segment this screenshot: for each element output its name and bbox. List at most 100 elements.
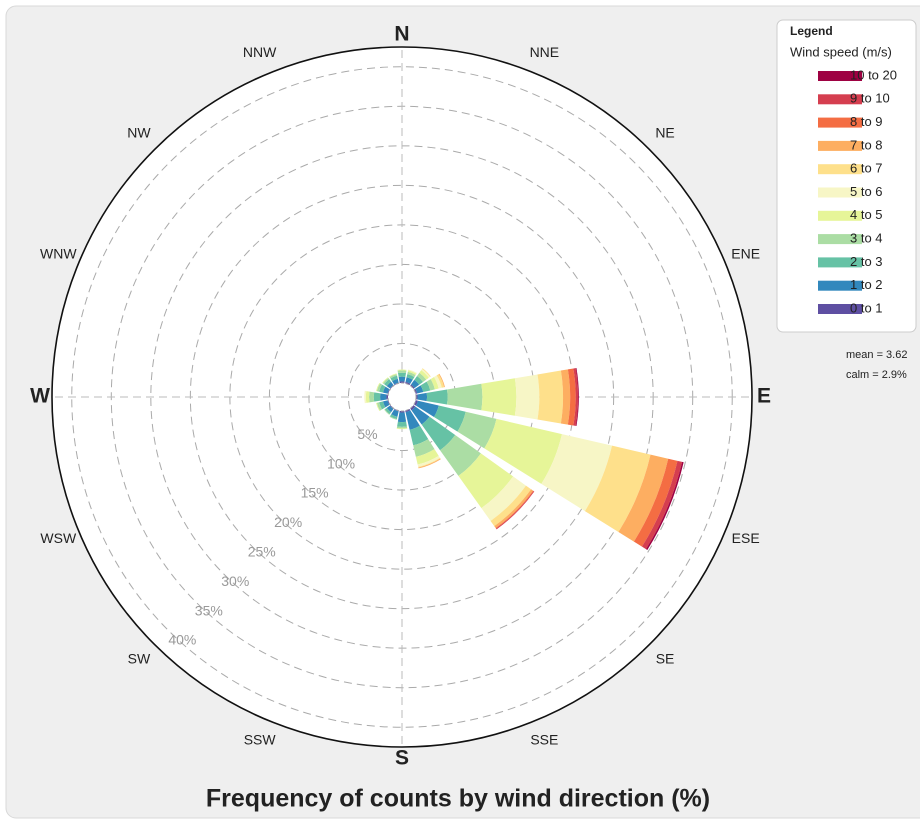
bar-segment xyxy=(369,391,375,403)
bar-segment xyxy=(365,391,370,403)
bar-segment xyxy=(417,392,428,402)
bar-segment xyxy=(376,382,381,392)
r-tick-label: 20% xyxy=(274,514,302,530)
bar-segment xyxy=(494,489,534,529)
bar-segment xyxy=(417,455,440,467)
bar-segment xyxy=(386,405,394,413)
legend-box xyxy=(776,19,917,333)
bar-segment xyxy=(573,368,579,426)
bar-segment xyxy=(392,378,399,385)
bar-segment xyxy=(426,379,435,391)
direction-label: SSW xyxy=(244,731,277,747)
bar-segment xyxy=(537,370,564,424)
r-tick-label: 40% xyxy=(168,632,196,648)
r-tick-label: 5% xyxy=(357,426,377,442)
labels: 5%10%15%20%25%30%35%40%NNNENEENEEESESESS… xyxy=(30,23,771,770)
chart-title: Frequency of counts by wind direction (%… xyxy=(206,785,710,813)
bar-segment xyxy=(380,393,387,401)
legend-label: 1 to 2 xyxy=(850,277,883,292)
bar-segment xyxy=(414,375,424,385)
annotation: calm = 2.9% xyxy=(846,369,907,381)
legend-label: 6 to 7 xyxy=(850,161,883,176)
legend-label: 5 to 6 xyxy=(850,184,883,199)
bar-segment xyxy=(398,372,406,377)
bar-segment xyxy=(364,390,367,404)
bar-segment xyxy=(376,402,383,411)
bar-segment xyxy=(382,400,390,408)
r-tick-label: 15% xyxy=(301,485,329,501)
bar-segment xyxy=(384,379,392,387)
bar-segment xyxy=(434,375,442,389)
legend-title: Legend xyxy=(790,24,833,38)
bar-segment xyxy=(413,400,418,406)
grid xyxy=(52,47,752,747)
bar-segment xyxy=(379,401,386,410)
direction-label: SSE xyxy=(530,731,558,747)
bar-segment xyxy=(584,445,651,533)
legend-swatch xyxy=(818,280,862,291)
bar-segment xyxy=(389,374,398,379)
bar-segment xyxy=(379,384,386,393)
annotation: mean = 3.62 xyxy=(846,349,907,361)
r-tick-label: 35% xyxy=(195,602,223,618)
direction-label: NNE xyxy=(530,44,560,60)
legend-label: 3 to 4 xyxy=(850,231,883,246)
bar-segment xyxy=(440,435,481,476)
bar-segment xyxy=(411,406,430,425)
legend: 10 to 20 9 to 10 8 to 9 7 to 8 6 to 7 5 to 6 4… xyxy=(818,67,897,315)
direction-label: NE xyxy=(655,125,674,141)
direction-label: NNW xyxy=(243,44,277,60)
bar-segment xyxy=(409,425,429,446)
bar-segment xyxy=(415,385,424,394)
bar-segment xyxy=(386,381,394,389)
bar-segment xyxy=(618,454,669,542)
legend-swatch xyxy=(818,234,862,245)
bar-segment xyxy=(426,389,448,405)
bar-segment xyxy=(405,410,420,430)
legend-swatch xyxy=(818,140,862,151)
direction-label: WSW xyxy=(40,530,77,546)
bars xyxy=(364,367,684,550)
bar-segment xyxy=(418,457,441,468)
r-tick-label: 30% xyxy=(221,573,249,589)
bar-segment xyxy=(484,418,562,484)
bar-segment xyxy=(391,409,399,417)
bar-segment xyxy=(575,367,579,427)
direction-label: W xyxy=(30,385,50,408)
calm-circle xyxy=(387,382,417,412)
bar-segment xyxy=(407,371,416,378)
legend-label: 0 to 1 xyxy=(850,300,883,315)
r-tick-label: 25% xyxy=(248,544,276,560)
direction-label: N xyxy=(394,23,409,46)
bar-segment xyxy=(405,408,411,413)
bar-segment xyxy=(481,378,517,416)
bar-segment xyxy=(407,370,417,376)
bar-segment xyxy=(560,369,571,425)
legend-swatch xyxy=(818,257,862,268)
bar-segment xyxy=(397,370,407,374)
direction-label: SW xyxy=(128,651,151,667)
direction-label: ESE xyxy=(732,530,760,546)
legend-subtitle: Wind speed (m/s) xyxy=(790,44,892,59)
bar-segment xyxy=(417,372,427,382)
legend-label: 2 to 3 xyxy=(850,254,883,269)
bar-segment xyxy=(541,434,613,512)
bar-segment xyxy=(389,416,397,420)
bar-segment xyxy=(405,377,413,384)
bar-segment xyxy=(406,374,415,380)
bar-segment xyxy=(415,449,439,465)
bar-segment xyxy=(384,407,392,415)
legend-label: 8 to 9 xyxy=(850,114,883,129)
bar-segment xyxy=(420,381,431,393)
bar-segment xyxy=(397,412,407,423)
bar-segment xyxy=(397,421,407,427)
bar-segment xyxy=(447,383,483,411)
bar-segment xyxy=(376,383,383,392)
direction-label: SE xyxy=(656,651,675,667)
legend-swatch xyxy=(818,187,862,198)
bar-segment xyxy=(382,377,390,385)
bar-segment xyxy=(382,386,390,394)
bar-segment xyxy=(421,416,456,451)
direction-label: S xyxy=(395,747,409,770)
